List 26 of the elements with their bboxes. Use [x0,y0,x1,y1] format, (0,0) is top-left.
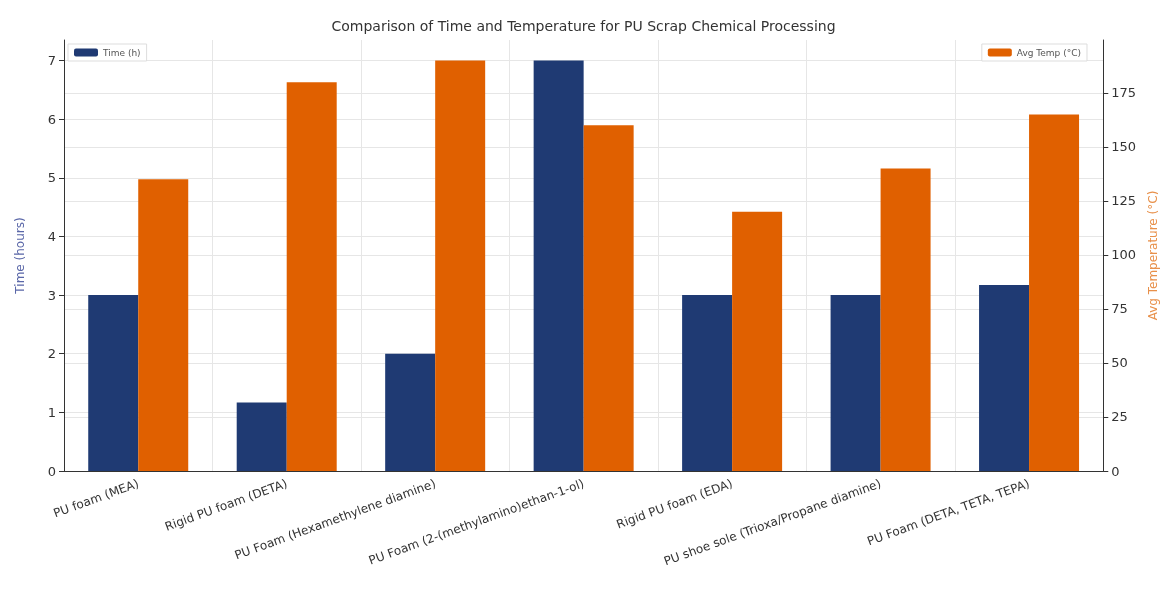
x-tick-label: Rigid PU foam (EDA) [614,476,735,532]
bar [435,60,486,471]
bar [236,402,287,471]
y2-tick-label: 150 [1111,139,1137,155]
y-tick-label: 6 [47,111,56,127]
bar [286,82,337,471]
chart-title: Comparison of Time and Temperature for PU Scrap Chemical Processing [331,18,836,34]
y2-axis-title: Avg Temperature (°C) [1146,190,1160,321]
y-tick-label: 5 [47,170,56,186]
y2-tick-label: 50 [1111,355,1128,371]
y-tick-label: 1 [47,404,56,420]
y-axis-title: Time (hours) [13,217,27,295]
y-tick-label: 0 [47,463,56,479]
legend-label: Avg Temp (°C) [1016,47,1082,58]
y2-tick-label: 125 [1111,193,1137,209]
legend-label: Time (h) [102,47,141,58]
y-tick-label: 7 [47,53,56,69]
y2-tick-label: 75 [1111,301,1128,317]
y2-tick-label: 100 [1111,247,1137,263]
y2-tick-label: 0 [1111,463,1120,479]
y2-tick-label: 25 [1111,409,1128,425]
y2-tick-label: 175 [1111,85,1137,101]
y-tick-label: 3 [47,287,56,303]
y-tick-label: 4 [47,228,56,244]
bar [385,353,436,471]
y-tick-label: 2 [47,346,56,362]
